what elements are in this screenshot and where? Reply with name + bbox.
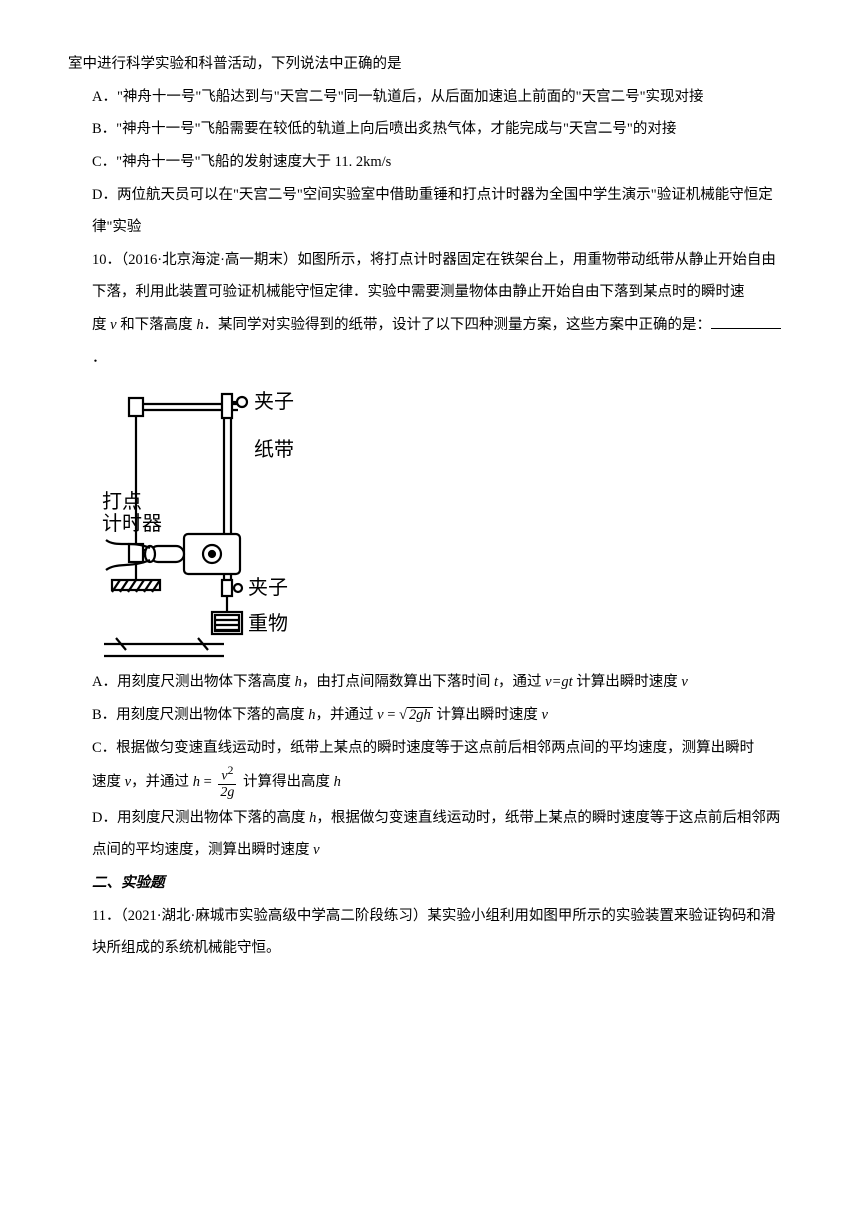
eq-rad-b: 2gh — [407, 707, 433, 723]
answer-blank — [711, 315, 781, 329]
frac-num-exp: 2 — [228, 764, 234, 777]
option-d: D．两位航天员可以在"天宫二号"空间实验室中借助重锤和打点计时器为全国中学生演示… — [92, 179, 788, 244]
var-v-d: v — [313, 842, 319, 858]
var-v-a: v — [681, 674, 687, 690]
label-tape: 纸带 — [254, 438, 294, 461]
section-2-title: 二、实验题 — [92, 867, 788, 900]
label-weight: 重物 — [248, 612, 288, 635]
frac-den: 2g — [217, 785, 237, 800]
q10-option-b: B．用刻度尺测出物体下落的高度 h，并通过 v = √2gh 计算出瞬时速度 v — [92, 699, 788, 732]
q10a-t4: 计算出瞬时速度 — [573, 674, 682, 690]
var-v-b: v — [542, 707, 548, 723]
q10-option-c: C．根据做匀变速直线运动时，纸带上某点的瞬时速度等于这点前后相邻两点间的平均速度… — [92, 732, 788, 802]
q10-text: 10．（2016·北京海淀·高一期末）如图所示，将打点计时器固定在铁架台上，用重… — [92, 244, 788, 309]
q10a-t2: ，由打点间隔数算出下落时间 — [302, 674, 494, 690]
q10-part1: 10．（2016·北京海淀·高一期末）如图所示，将打点计时器固定在铁架台上，用重… — [92, 252, 776, 301]
q10-option-a: A．用刻度尺测出物体下落高度 h，由打点间隔数算出下落时间 t，通过 v=gt … — [92, 666, 788, 699]
eq-frac: h = v22g — [193, 774, 240, 790]
eq-h-c: h — [193, 774, 200, 790]
q10-option-d: D．用刻度尺测出物体下落的高度 h，根据做匀变速直线运动时，纸带上某点的瞬时速度… — [92, 802, 788, 867]
q10-p2b: 和下落高度 — [117, 317, 197, 333]
q10c-t3: ，并通过 — [131, 774, 193, 790]
q10c-t1: C．根据做匀变速直线运动时，纸带上某点的瞬时速度等于这点前后相邻两点间的平均速度… — [92, 732, 788, 765]
q10c-t2: 速度 — [92, 774, 125, 790]
q10c-t4: 计算得出高度 — [239, 774, 333, 790]
var-h-a: h — [295, 674, 302, 690]
q10b-t1: B．用刻度尺测出物体下落的高度 — [92, 707, 308, 723]
q10-p2d: ． — [92, 350, 107, 366]
eq-vgt: v=gt — [545, 674, 573, 690]
label-clip-top: 夹子 — [254, 390, 294, 413]
diagram-svg: 夹子 纸带 打点 计时器 夹子 重物 — [98, 380, 356, 660]
var-h: h — [196, 317, 203, 333]
q10-p2c: ．某同学对实验得到的纸带，设计了以下四种测量方案，这些方案中正确的是： — [204, 317, 712, 333]
label-timer-2: 计时器 — [102, 512, 162, 535]
var-h-c: h — [334, 774, 341, 790]
option-b: B．"神舟十一号"飞船需要在较低的轨道上向后喷出炙热气体，才能完成与"天宫二号"… — [92, 113, 788, 146]
eq-sqrt: v = √2gh — [377, 707, 433, 723]
intro-fragment: 室中进行科学实验和科普活动，下列说法中正确的是 — [68, 48, 788, 81]
apparatus-diagram: 夹子 纸带 打点 计时器 夹子 重物 — [98, 380, 788, 660]
eq-eq-c: = — [200, 774, 215, 790]
option-c: C．"神舟十一号"飞船的发射速度大于 11. 2km/s — [92, 146, 788, 179]
q11-text: 11．（2021·湖北·麻城市实验高级中学高二阶段练习）某实验小组利用如图甲所示… — [92, 900, 788, 965]
q10a-t1: A．用刻度尺测出物体下落高度 — [92, 674, 295, 690]
q10b-t2: ，并通过 — [316, 707, 378, 723]
option-a: A．"神舟十一号"飞船达到与"天宫二号"同一轨道后，从后面加速追上前面的"天宫二… — [92, 81, 788, 114]
var-h-b: h — [308, 707, 315, 723]
label-timer-1: 打点 — [102, 490, 142, 513]
label-clip-bot: 夹子 — [248, 576, 288, 599]
eq-eq-b: = — [384, 707, 399, 723]
q10a-t3: ，通过 — [498, 674, 545, 690]
q10-text-cont: 度 v 和下落高度 h．某同学对实验得到的纸带，设计了以下四种测量方案，这些方案… — [92, 309, 788, 374]
q10b-t3: 计算出瞬时速度 — [433, 707, 542, 723]
q10d-t1: D．用刻度尺测出物体下落的高度 — [92, 810, 309, 826]
q10-p2a: 度 — [92, 317, 110, 333]
